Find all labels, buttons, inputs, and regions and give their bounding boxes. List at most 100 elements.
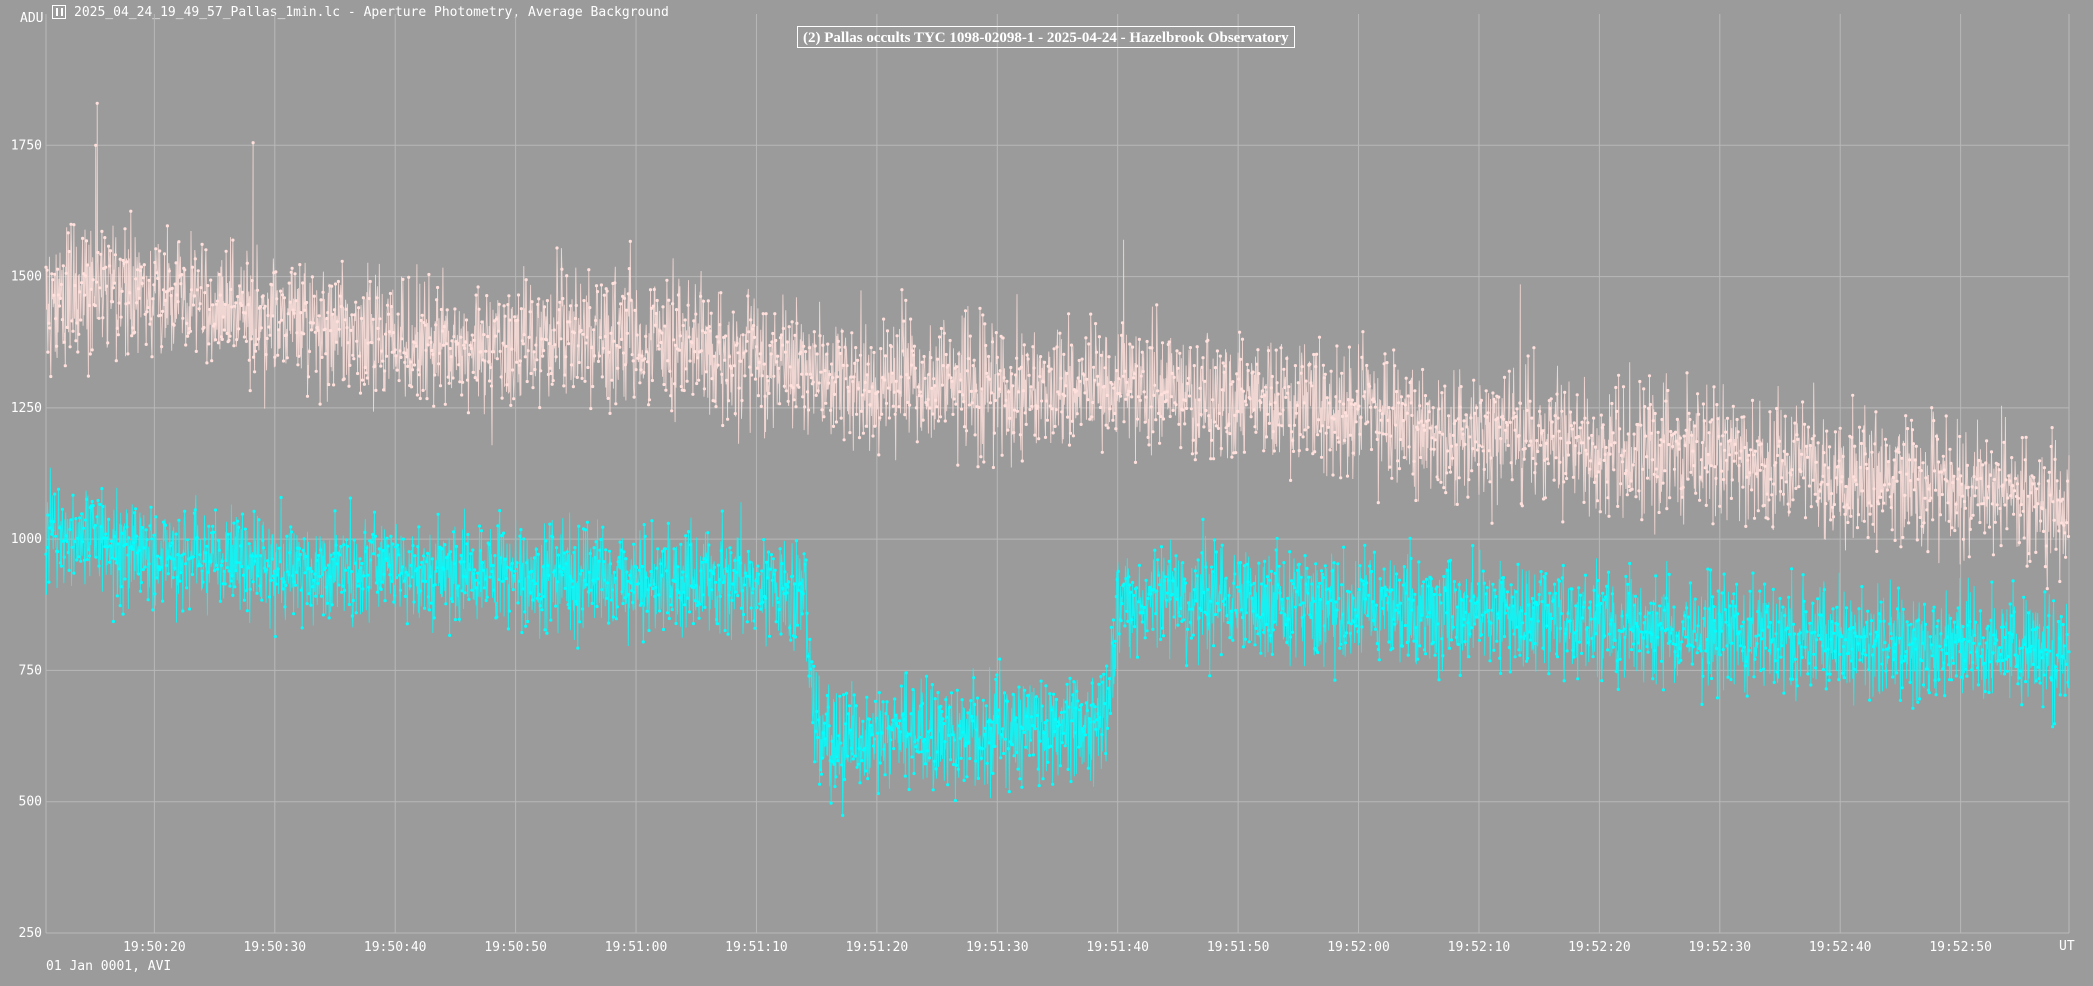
data-point xyxy=(333,509,337,513)
data-point xyxy=(613,576,617,580)
data-point xyxy=(2013,489,2017,493)
data-point xyxy=(556,321,560,325)
data-point xyxy=(1752,675,1756,679)
data-point xyxy=(1219,446,1223,451)
data-point xyxy=(1625,493,1629,497)
data-point xyxy=(831,424,836,428)
data-point xyxy=(673,579,677,584)
data-point xyxy=(1859,635,1863,639)
data-point xyxy=(98,286,102,290)
data-point xyxy=(182,552,186,556)
data-point xyxy=(1869,619,1874,623)
data-point xyxy=(1639,423,1643,427)
data-point xyxy=(452,335,456,339)
data-point xyxy=(1844,606,1849,610)
data-point xyxy=(206,284,210,288)
data-point xyxy=(345,538,349,542)
data-point xyxy=(101,316,105,320)
data-point xyxy=(1823,463,1827,467)
data-point xyxy=(171,576,175,580)
data-point xyxy=(1274,548,1278,552)
data-point xyxy=(2000,658,2005,663)
data-point xyxy=(784,582,788,587)
data-point xyxy=(1271,429,1275,434)
data-point xyxy=(1021,726,1025,731)
data-point xyxy=(1867,501,1871,505)
data-point xyxy=(1251,609,1255,613)
data-point xyxy=(1314,365,1318,369)
data-point xyxy=(1051,782,1055,786)
data-point xyxy=(1660,626,1665,631)
data-point xyxy=(1997,658,2001,663)
data-point xyxy=(1799,645,1803,649)
data-point xyxy=(754,345,759,349)
data-point xyxy=(62,555,66,559)
data-point xyxy=(753,626,757,630)
data-point xyxy=(658,609,662,613)
data-point xyxy=(1715,696,1719,700)
data-point xyxy=(1096,712,1100,716)
data-point xyxy=(590,345,594,350)
data-point xyxy=(236,519,240,523)
data-point xyxy=(1337,440,1341,444)
data-point xyxy=(845,754,850,758)
data-point xyxy=(1710,418,1714,422)
data-point xyxy=(46,513,50,517)
data-point xyxy=(1479,398,1483,402)
data-point xyxy=(1284,623,1288,627)
data-point xyxy=(768,343,772,348)
data-point xyxy=(609,598,614,602)
lightcurve-app-icon[interactable] xyxy=(52,5,66,19)
data-point xyxy=(1917,466,1921,470)
data-point xyxy=(677,591,681,595)
data-point xyxy=(1579,593,1583,597)
data-point xyxy=(321,290,325,294)
data-point xyxy=(77,555,81,559)
data-point xyxy=(437,362,441,366)
data-point xyxy=(1434,425,1438,429)
data-point xyxy=(1933,678,1937,682)
data-point xyxy=(1204,408,1208,413)
data-point xyxy=(260,598,264,602)
data-point xyxy=(1931,518,1935,522)
data-point xyxy=(1036,767,1040,771)
data-point xyxy=(1781,492,1785,496)
data-point xyxy=(1071,434,1075,438)
data-point xyxy=(1172,615,1176,619)
data-point xyxy=(874,716,879,721)
data-point xyxy=(1913,637,1917,641)
data-point xyxy=(559,337,563,341)
data-point xyxy=(318,574,322,579)
data-point xyxy=(1246,580,1250,584)
data-point xyxy=(777,607,781,612)
data-point xyxy=(604,287,608,291)
data-point xyxy=(240,290,245,294)
data-point xyxy=(1617,373,1621,377)
data-point xyxy=(1414,626,1418,630)
y-tick-label: 1000 xyxy=(11,532,42,547)
data-point xyxy=(1083,391,1087,395)
data-point xyxy=(1361,579,1365,583)
data-point xyxy=(144,342,148,346)
data-point xyxy=(184,562,188,566)
data-point xyxy=(1201,356,1205,360)
data-point xyxy=(444,342,448,346)
data-point xyxy=(1922,521,1926,525)
data-point xyxy=(1454,443,1458,447)
data-point xyxy=(1899,545,1903,549)
data-point xyxy=(1161,417,1166,421)
data-point xyxy=(1510,595,1514,599)
data-point xyxy=(1933,469,1937,473)
data-point xyxy=(513,315,517,319)
x-tick-label: 19:52:30 xyxy=(1688,940,1751,955)
data-point xyxy=(1315,352,1319,356)
data-point xyxy=(516,318,520,322)
data-point xyxy=(858,353,863,357)
data-point xyxy=(1402,455,1406,460)
data-point xyxy=(1045,719,1049,723)
data-point xyxy=(2031,482,2035,486)
data-point xyxy=(1684,428,1688,432)
data-point xyxy=(962,425,967,429)
data-point xyxy=(1472,595,1476,599)
